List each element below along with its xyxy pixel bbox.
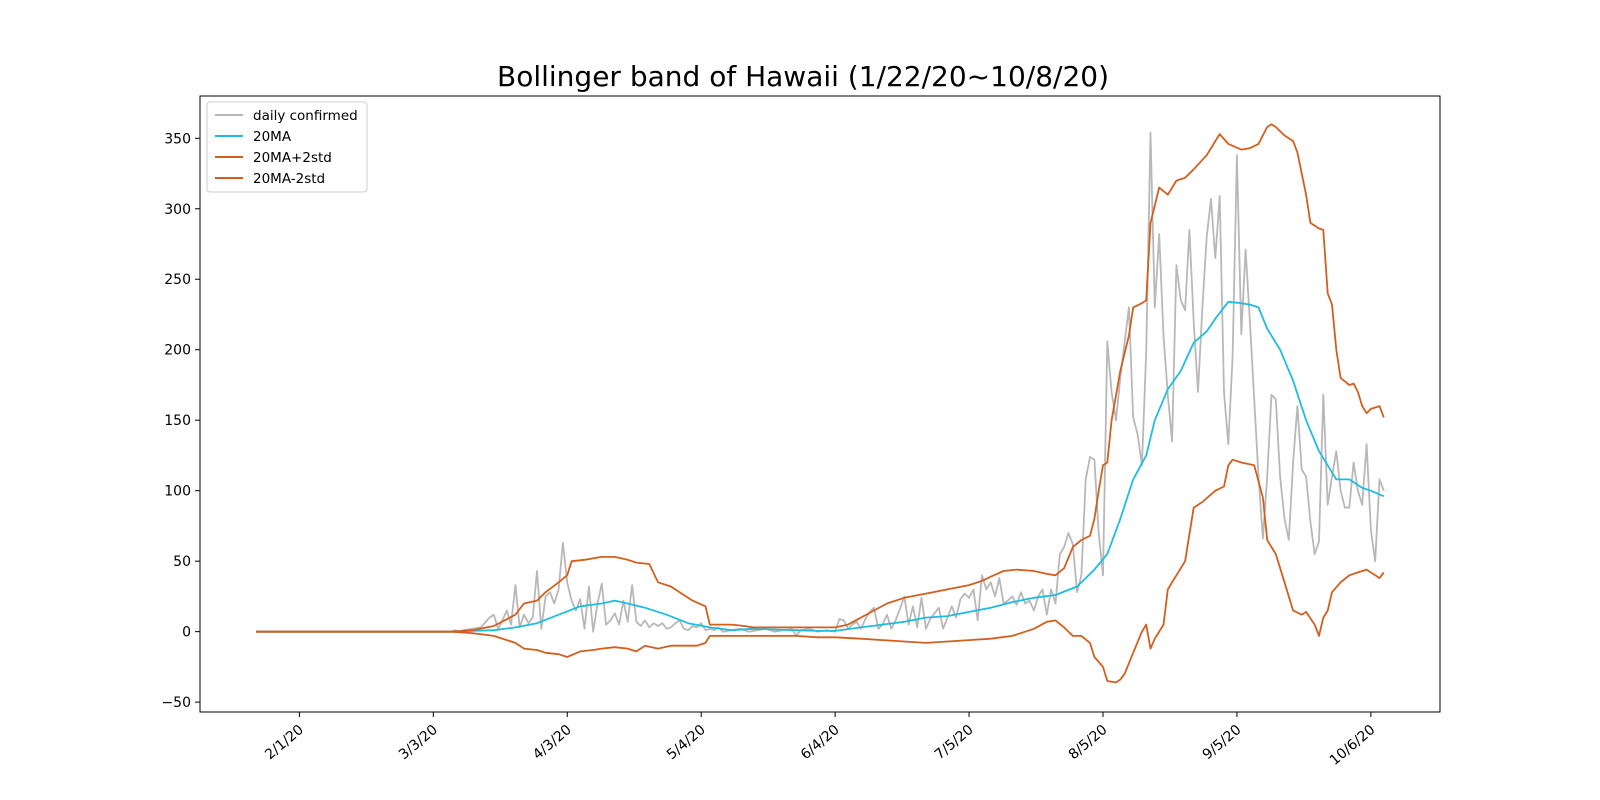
- x-tick-label: 5/4/20: [664, 722, 709, 763]
- y-tick-label: 50: [173, 554, 191, 570]
- legend-label-3: 20MA-2std: [253, 171, 325, 187]
- series-layer: [256, 123, 1385, 684]
- y-tick-label: 150: [164, 413, 191, 429]
- x-tick-label: 9/5/20: [1200, 722, 1245, 763]
- x-tick-label: 2/1/20: [262, 722, 307, 763]
- y-tick-label: 350: [164, 131, 191, 147]
- x-tick-label: 10/6/20: [1327, 722, 1379, 769]
- x-tick-label: 8/5/20: [1066, 722, 1111, 763]
- series-line-0: [256, 131, 1385, 637]
- x-axis: 2/1/20 3/3/20 4/3/20 5/4/20 6/4/20 7/5/20 8/5/…: [262, 712, 1378, 769]
- y-tick-label: 200: [164, 343, 191, 359]
- series-line-1: [256, 300, 1385, 633]
- series-line-2: [256, 123, 1385, 633]
- y-tick-label: 250: [164, 272, 191, 288]
- legend: daily confirmed 20MA 20MA+2std 20MA-2std: [206, 101, 368, 193]
- legend-label-2: 20MA+2std: [253, 150, 332, 166]
- chart-title: Bollinger band of Hawaii (1/22/20~10/8/2…: [497, 60, 1109, 93]
- plot-frame: [199, 95, 1441, 713]
- legend-label-1: 20MA: [253, 129, 292, 145]
- x-tick-label: 4/3/20: [530, 722, 575, 763]
- x-tick-label: 3/3/20: [396, 722, 441, 763]
- y-tick-label: 100: [164, 484, 191, 500]
- y-axis: −50 0 50 100 150 200 250 300 350: [161, 131, 200, 711]
- x-tick-label: 7/5/20: [932, 722, 977, 763]
- series-line-3: [256, 458, 1385, 684]
- legend-box: [206, 101, 368, 193]
- y-tick-label: −50: [161, 695, 191, 711]
- y-tick-label: 0: [182, 625, 191, 641]
- y-tick-label: 300: [164, 202, 191, 218]
- x-tick-label: 6/4/20: [798, 722, 843, 763]
- legend-label-0: daily confirmed: [253, 108, 358, 124]
